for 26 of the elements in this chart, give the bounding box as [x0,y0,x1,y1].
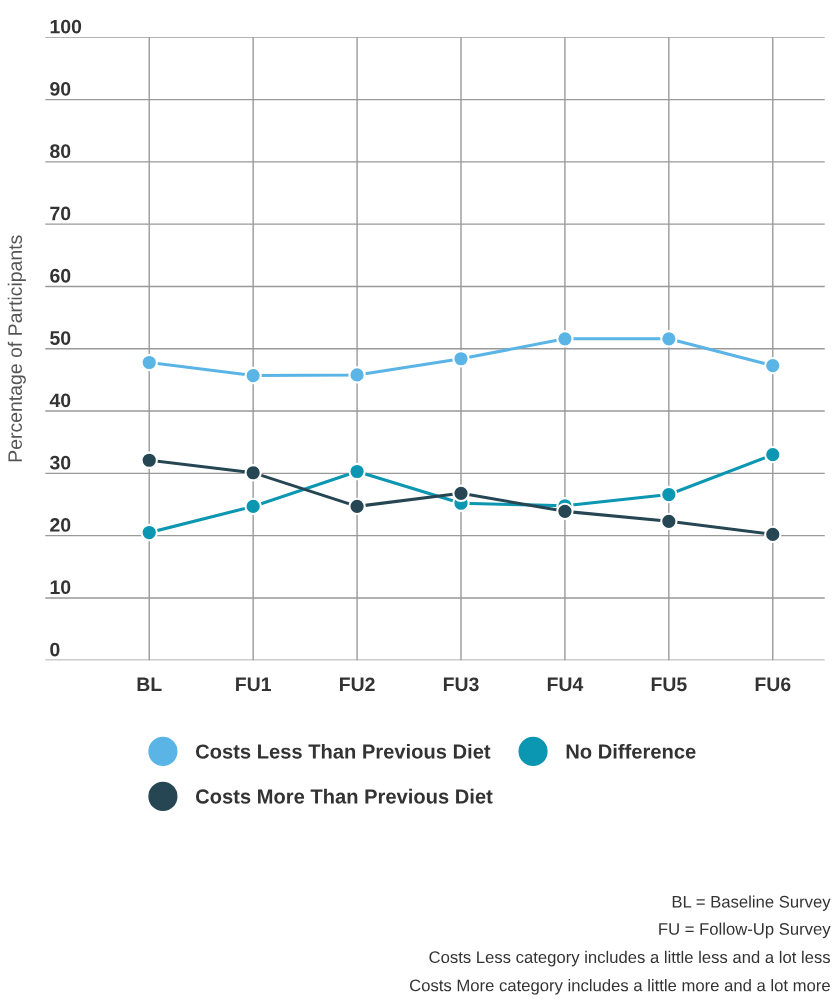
y-tick-label: 10 [50,580,71,595]
y-tick-label: 0 [50,642,60,657]
x-tick-label: FU1 [236,677,271,692]
x-tick-label: BL [137,677,162,691]
y-tick-label: 20 [50,518,71,532]
legend-label: Costs Less Than Previous Diet [195,743,491,759]
x-tick-label: FU6 [755,677,791,692]
y-tick-label: 100 [50,19,82,34]
legend-label: Costs More Than Previous Diet [195,788,493,804]
x-tick-label: FU2 [340,677,375,692]
text: BL = Baseline Survey [672,895,831,911]
x-tick-label: FU3 [443,677,479,692]
y-tick-label: 70 [50,206,71,221]
text: Costs More category includes a little more and a lot more [410,979,830,995]
legend-label: No Difference [566,743,696,759]
text: Costs Less category includes a little less and a lot less [429,950,831,967]
y-tick-label: 40 [49,393,71,408]
x-tick-label: FU4 [547,677,584,692]
y-tick-label: 50 [50,331,71,345]
y-axis-title: Percentage of Participants [7,235,26,462]
y-tick-label: 90 [50,81,71,96]
y-tick-label: 80 [50,144,71,159]
text: FU = Follow-Up Survey [659,922,831,939]
x-tick-label: FU5 [651,677,687,692]
y-tick-label: 30 [49,455,71,470]
y-tick-label: 60 [50,268,71,283]
